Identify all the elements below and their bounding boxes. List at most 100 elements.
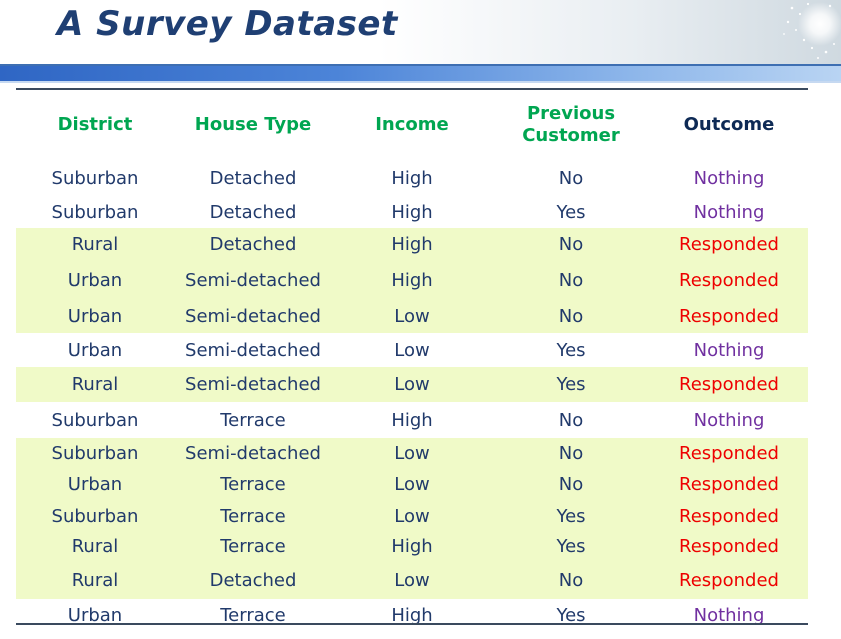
table-row: Urban Terrace High Yes Nothing	[16, 599, 808, 631]
cell-income: High	[391, 167, 433, 189]
table-top-rule	[16, 88, 808, 90]
table-row: Urban Semi-detached High No Responded	[16, 260, 808, 300]
cell-house-type: Detached	[209, 570, 297, 591]
cell-income: High	[391, 233, 433, 255]
cell-house-type: Terrace	[220, 604, 286, 626]
cell-previous-customer: Yes	[556, 339, 586, 361]
table-row: Suburban Terrace High No Nothing	[16, 402, 808, 438]
cell-district: Rural	[71, 536, 119, 557]
cell-house-type: Terrace	[220, 536, 286, 557]
cell-district: Urban	[67, 269, 123, 291]
cell-outcome: Nothing	[693, 339, 765, 361]
cell-house-type: Semi-detached	[185, 374, 321, 395]
cell-outcome: Nothing	[693, 409, 765, 431]
cell-previous-customer: No	[558, 167, 584, 189]
cell-district: Urban	[67, 604, 123, 626]
table-row: Rural Detached Low No Responded	[16, 562, 808, 599]
sparkle-decoration-icon	[783, 2, 841, 59]
cell-income: Low	[394, 306, 430, 327]
cell-outcome: Responded	[679, 306, 779, 327]
cell-previous-customer: Yes	[556, 201, 586, 223]
cell-previous-customer: No	[558, 409, 584, 431]
cell-house-type: Terrace	[220, 474, 286, 495]
cell-house-type: Detached	[209, 167, 297, 189]
cell-outcome: Responded	[679, 536, 779, 557]
cell-previous-customer: No	[558, 474, 584, 495]
cell-district: Rural	[71, 570, 119, 591]
table-row: Suburban Semi-detached Low No Responded	[16, 438, 808, 468]
column-header-previous-customer-line1: Previous	[526, 103, 616, 124]
cell-income: High	[391, 201, 433, 223]
cell-previous-customer: Yes	[556, 505, 586, 527]
cell-outcome: Responded	[679, 570, 779, 591]
cell-outcome: Nothing	[693, 604, 765, 626]
cell-house-type: Terrace	[220, 409, 286, 431]
table-row: Suburban Terrace Low Yes Responded	[16, 501, 808, 531]
cell-outcome: Responded	[679, 474, 779, 495]
header-divider-light	[0, 81, 841, 83]
header-divider-blue	[0, 66, 841, 81]
column-header-previous-customer: Previous Customer	[492, 103, 650, 147]
cell-house-type: Semi-detached	[185, 442, 321, 464]
cell-previous-customer: No	[558, 570, 584, 591]
cell-district: Suburban	[51, 201, 139, 223]
cell-outcome: Responded	[679, 233, 779, 255]
cell-house-type: Detached	[209, 233, 297, 255]
table-row: Urban Semi-detached Low No Responded	[16, 300, 808, 333]
cell-district: Suburban	[51, 505, 139, 527]
cell-income: High	[391, 269, 433, 291]
column-header-district: District	[57, 114, 133, 135]
slide-header: A Survey Dataset	[0, 0, 841, 65]
cell-district: Rural	[71, 374, 119, 395]
cell-district: Rural	[71, 233, 119, 255]
header-divider-dark	[0, 64, 841, 66]
table-row: Rural Detached High No Responded	[16, 228, 808, 260]
cell-previous-customer: Yes	[556, 374, 586, 395]
slide-title: A Survey Dataset	[57, 4, 398, 44]
cell-income: High	[391, 409, 433, 431]
cell-outcome: Nothing	[693, 167, 765, 189]
column-header-income: Income	[375, 114, 449, 135]
table-row: Urban Semi-detached Low Yes Nothing	[16, 333, 808, 367]
cell-income: High	[391, 604, 433, 626]
cell-outcome: Responded	[679, 269, 779, 291]
table-row: Suburban Detached High No Nothing	[16, 160, 808, 196]
table-header-row: District House Type Income Previous Cust…	[16, 90, 808, 160]
cell-house-type: Detached	[209, 201, 297, 223]
table-row: Rural Semi-detached Low Yes Responded	[16, 367, 808, 402]
cell-income: Low	[394, 374, 430, 395]
survey-table: District House Type Income Previous Cust…	[16, 88, 808, 631]
cell-previous-customer: Yes	[556, 604, 586, 626]
cell-previous-customer: No	[558, 306, 584, 327]
table-body: Suburban Detached High No Nothing Suburban Det…	[16, 160, 808, 631]
column-header-previous-customer-line2: Customer	[522, 125, 620, 146]
cell-income: Low	[394, 442, 430, 464]
table-row: Rural Terrace High Yes Responded	[16, 531, 808, 562]
cell-house-type: Semi-detached	[185, 269, 321, 291]
table-bottom-rule	[16, 623, 808, 625]
cell-income: High	[391, 536, 433, 557]
table-row: Urban Terrace Low No Responded	[16, 468, 808, 501]
cell-district: Suburban	[51, 167, 139, 189]
cell-previous-customer: Yes	[556, 536, 586, 557]
cell-house-type: Semi-detached	[185, 339, 321, 361]
cell-district: Suburban	[51, 442, 139, 464]
table-row: Suburban Detached High Yes Nothing	[16, 196, 808, 228]
cell-previous-customer: No	[558, 269, 584, 291]
cell-district: Suburban	[51, 409, 139, 431]
cell-previous-customer: No	[558, 442, 584, 464]
cell-income: Low	[394, 474, 430, 495]
cell-outcome: Responded	[679, 374, 779, 395]
cell-district: Urban	[67, 339, 123, 361]
cell-house-type: Terrace	[220, 505, 286, 527]
cell-house-type: Semi-detached	[185, 306, 321, 327]
cell-income: Low	[394, 570, 430, 591]
cell-income: Low	[394, 339, 430, 361]
cell-outcome: Responded	[679, 505, 779, 527]
cell-outcome: Nothing	[693, 201, 765, 223]
cell-income: Low	[394, 505, 430, 527]
column-header-house-type: House Type	[194, 114, 312, 135]
cell-district: Urban	[67, 474, 123, 495]
cell-previous-customer: No	[558, 233, 584, 255]
cell-district: Urban	[67, 306, 123, 327]
